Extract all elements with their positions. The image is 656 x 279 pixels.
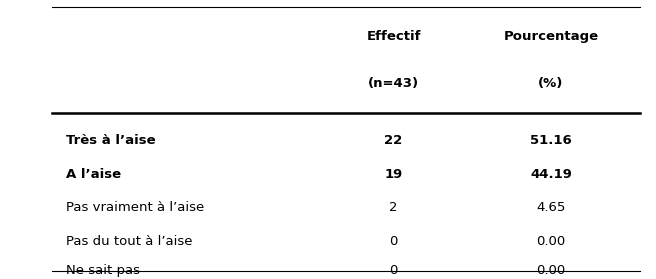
Text: (n=43): (n=43) [368,77,419,90]
Text: (%): (%) [539,77,564,90]
Text: 0.00: 0.00 [537,235,565,248]
Text: Pas du tout à l’aise: Pas du tout à l’aise [66,235,192,248]
Text: 0.00: 0.00 [537,264,565,277]
Text: Effectif: Effectif [366,30,421,43]
Text: 44.19: 44.19 [530,168,572,181]
Text: Très à l’aise: Très à l’aise [66,134,155,147]
Text: A l’aise: A l’aise [66,168,121,181]
Text: Pourcentage: Pourcentage [503,30,599,43]
Text: 4.65: 4.65 [537,201,565,214]
Text: 2: 2 [390,201,398,214]
Text: 0: 0 [390,264,398,277]
Text: 0: 0 [390,235,398,248]
Text: 22: 22 [384,134,403,147]
Text: 19: 19 [384,168,403,181]
Text: Pas vraiment à l’aise: Pas vraiment à l’aise [66,201,204,214]
Text: Ne sait pas: Ne sait pas [66,264,140,277]
Text: 51.16: 51.16 [530,134,572,147]
